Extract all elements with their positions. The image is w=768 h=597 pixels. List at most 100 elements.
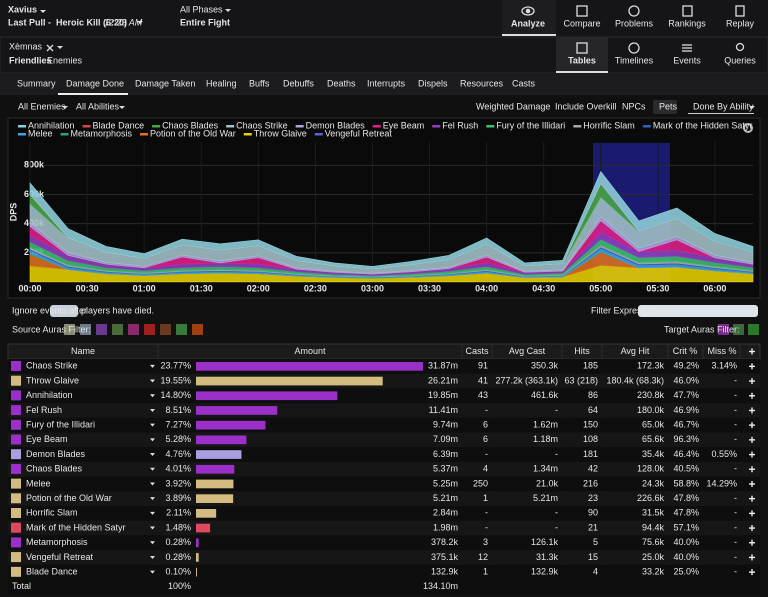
phase[interactable]: All Phases (180, 4, 223, 14)
filter-toggle[interactable]: Done By Ability (693, 101, 754, 111)
tab[interactable]: Casts (512, 78, 536, 88)
cell-miss: - (734, 420, 737, 430)
cell-casts: - (485, 449, 488, 459)
character[interactable]: Xavius (8, 4, 37, 14)
x-tick-label: 04:00 (475, 283, 498, 293)
x-tick-label: 01:30 (190, 283, 213, 293)
nav-item[interactable]: Rankings (668, 18, 706, 28)
cell-miss: - (734, 522, 737, 532)
legend-label[interactable]: Mark of the Hidden Satyr (653, 120, 753, 130)
ability-name[interactable]: Fel Rush (26, 405, 62, 415)
ability-name[interactable]: Eye Beam (26, 434, 68, 444)
ability-name[interactable]: Chaos Strike (26, 361, 78, 371)
tab[interactable]: Healing (206, 78, 237, 88)
tab[interactable]: Dispels (418, 78, 448, 88)
column-header[interactable]: Miss % (708, 346, 737, 356)
legend-label[interactable]: Potion of the Old War (150, 128, 236, 138)
percent: 19.55% (160, 375, 191, 385)
tab[interactable]: Damage Done (66, 78, 124, 88)
ability-name[interactable]: Melee (26, 478, 51, 488)
column-header[interactable]: Casts (465, 346, 489, 356)
legend-label[interactable]: Melee (28, 128, 53, 138)
column-header[interactable]: Crit % (673, 346, 698, 356)
column-header[interactable]: Avg Cast (509, 346, 546, 356)
total-label: Total (12, 581, 31, 591)
tab[interactable]: Summary (17, 78, 56, 88)
x-tick-label: 01:00 (133, 283, 156, 293)
legend-swatch (432, 125, 440, 128)
ability-name[interactable]: Horrific Slam (26, 508, 78, 518)
tab[interactable]: Resources (460, 78, 504, 88)
filter-toggle[interactable]: Include Overkill (555, 101, 617, 111)
view-item[interactable]: Tables (568, 55, 596, 65)
filter-toggle[interactable]: Weighted Damage (476, 101, 550, 111)
legend-label[interactable]: Fel Rush (442, 120, 478, 130)
cell-miss: - (734, 464, 737, 474)
ability-name[interactable]: Chaos Blades (26, 464, 83, 474)
cell-avg-cast: 350.3k (531, 361, 559, 371)
tab[interactable]: Debuffs (283, 78, 314, 88)
nav-item[interactable]: Compare (563, 18, 600, 28)
x-tick-label: 00:00 (18, 283, 41, 293)
view-underline (556, 71, 608, 73)
nav-item[interactable]: Analyze (511, 18, 545, 28)
cell-miss: - (734, 493, 737, 503)
ability-icon (11, 435, 21, 445)
x-tick-label: 00:30 (76, 283, 99, 293)
legend-label[interactable]: Vengeful Retreat (325, 128, 393, 138)
legend-swatch (140, 133, 148, 136)
column-header[interactable]: Avg Hit (621, 346, 650, 356)
ability-name[interactable]: Annihilation (26, 390, 73, 400)
cell-avg-hit: 180.4k (68.3k) (606, 375, 664, 385)
cell-avg-cast: - (555, 522, 558, 532)
ability-name[interactable]: Vengeful Retreat (26, 552, 94, 562)
filter-dropdown[interactable]: All Enemies (18, 101, 66, 111)
ability-name[interactable]: Metamorphosis (26, 537, 88, 547)
percent: 7.27% (165, 420, 191, 430)
ability-name[interactable]: Potion of the Old War (26, 493, 112, 503)
filter-toggle[interactable]: Pets (659, 101, 678, 111)
enemies[interactable]: Enemies (47, 55, 83, 65)
ability-name[interactable]: Throw Glaive (26, 375, 79, 385)
cell-amount: 5.21m (433, 493, 458, 503)
tab[interactable]: Interrupts (367, 78, 406, 88)
column-header[interactable]: Amount (294, 346, 326, 356)
ability-icon (11, 479, 21, 489)
legend-swatch (61, 133, 69, 136)
cell-amount: 9.74m (433, 420, 458, 430)
ability-icon (11, 537, 21, 547)
filter-dropdown[interactable]: All Abilities (76, 101, 120, 111)
legend-label[interactable]: Throw Glaive (254, 128, 307, 138)
view-item[interactable]: Events (673, 55, 701, 65)
ability-name[interactable]: Fury of the Illidari (26, 420, 95, 430)
friendlies[interactable]: Friendlies (9, 55, 52, 65)
tab[interactable]: Buffs (249, 78, 270, 88)
ability-name[interactable]: Blade Dance (26, 567, 78, 577)
tab[interactable]: Deaths (327, 78, 356, 88)
target[interactable]: Xèmnas (9, 41, 43, 51)
cell-crit: 46.9% (673, 405, 699, 415)
x-tick-label: 04:30 (532, 283, 555, 293)
nav-item[interactable]: Replay (726, 18, 755, 28)
cell-amount: 26.21m (428, 375, 458, 385)
cell-casts: 41 (478, 375, 488, 385)
legend-label[interactable]: Metamorphosis (71, 128, 133, 138)
legend-label[interactable]: Horrific Slam (583, 120, 635, 130)
nav-item[interactable]: Problems (615, 18, 654, 28)
cell-casts: 6 (483, 434, 488, 444)
column-header[interactable]: Name (71, 346, 95, 356)
view-item[interactable]: Timelines (615, 55, 654, 65)
ability-name[interactable]: Demon Blades (26, 449, 86, 459)
ability-icon (11, 449, 21, 459)
legend-label[interactable]: Fury of the Illidari (496, 120, 565, 130)
aura-label: Target Auras Filter: (664, 324, 740, 334)
ability-name[interactable]: Mark of the Hidden Satyr (26, 522, 126, 532)
cell-avg-hit: 75.6k (642, 537, 665, 547)
percent: 0.10% (165, 567, 191, 577)
cell-avg-cast: 1.18m (533, 434, 558, 444)
filter-toggle[interactable]: NPCs (622, 101, 646, 111)
view-item[interactable]: Queries (724, 55, 756, 65)
tab[interactable]: Damage Taken (135, 78, 195, 88)
legend-swatch (296, 125, 304, 128)
column-header[interactable]: Hits (574, 346, 590, 356)
